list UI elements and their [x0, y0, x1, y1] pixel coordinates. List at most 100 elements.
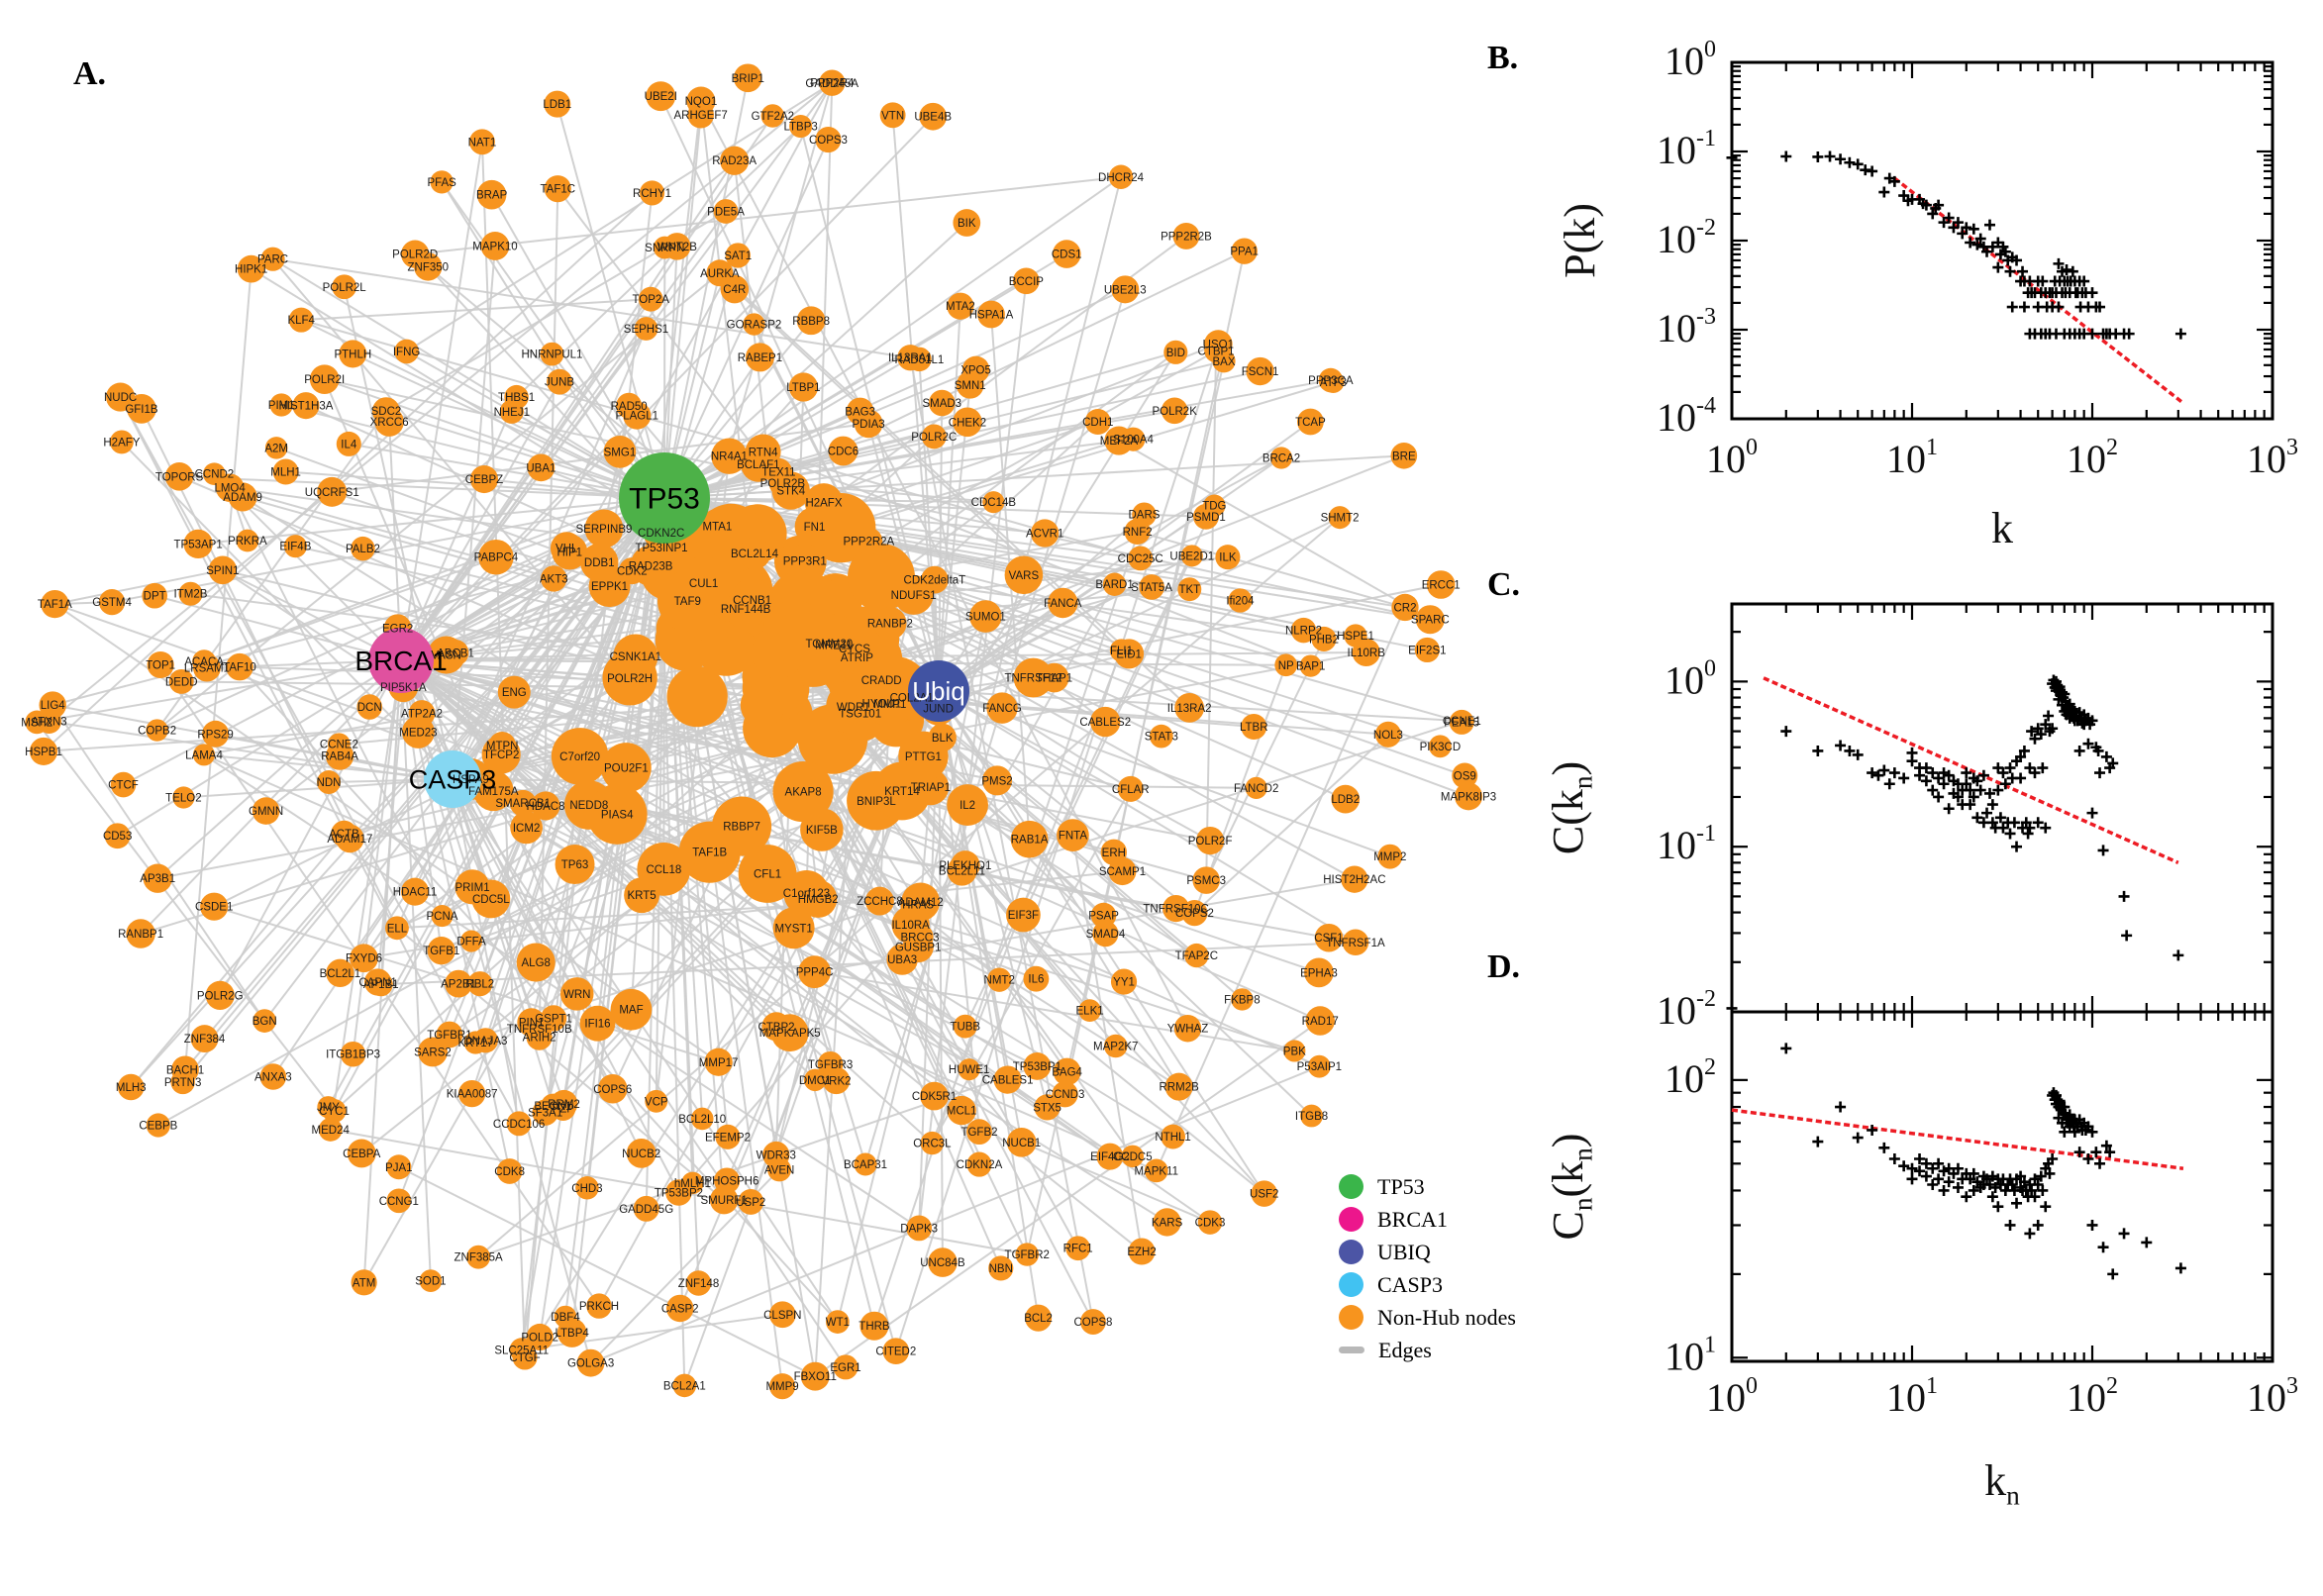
network-node[interactable] — [921, 424, 947, 449]
network-node[interactable] — [476, 179, 507, 210]
network-node[interactable] — [1111, 275, 1140, 304]
network-node[interactable] — [363, 968, 392, 996]
network-node[interactable] — [1426, 570, 1456, 599]
network-node[interactable] — [1391, 593, 1419, 622]
network-node[interactable] — [317, 770, 342, 795]
network-node[interactable] — [332, 274, 357, 300]
network-node[interactable] — [1299, 654, 1322, 677]
network-node[interactable] — [1241, 713, 1267, 741]
network-node[interactable] — [336, 431, 361, 456]
network-node[interactable] — [928, 389, 956, 417]
network-node[interactable] — [192, 744, 216, 766]
hub-node-tp53[interactable] — [619, 452, 710, 544]
network-node[interactable] — [1006, 897, 1041, 933]
network-node[interactable] — [127, 394, 156, 424]
network-node[interactable] — [351, 536, 375, 561]
network-node[interactable] — [104, 823, 131, 849]
network-node[interactable] — [977, 300, 1005, 329]
network-node[interactable] — [336, 824, 364, 853]
network-node[interactable] — [117, 1073, 145, 1101]
network-node[interactable] — [526, 1016, 553, 1042]
network-node[interactable] — [715, 1124, 741, 1149]
network-node[interactable] — [371, 397, 400, 426]
network-node[interactable] — [1080, 1309, 1106, 1335]
network-node[interactable] — [544, 90, 571, 118]
network-node[interactable] — [1149, 724, 1173, 748]
network-node[interactable] — [170, 1069, 195, 1095]
network-node[interactable] — [637, 842, 691, 896]
network-node[interactable] — [1231, 238, 1258, 264]
network-node[interactable] — [855, 527, 883, 555]
network-node[interactable] — [626, 1139, 656, 1168]
network-node[interactable] — [953, 209, 981, 237]
network-node[interactable] — [110, 771, 137, 798]
network-node[interactable] — [711, 438, 748, 474]
network-node[interactable] — [900, 886, 936, 923]
network-node[interactable] — [146, 1113, 170, 1138]
network-node[interactable] — [639, 180, 665, 206]
network-node[interactable] — [770, 1014, 809, 1052]
network-node[interactable] — [928, 1247, 958, 1277]
network-node[interactable] — [98, 588, 126, 616]
network-node[interactable] — [1052, 240, 1081, 268]
network-node[interactable] — [1006, 1127, 1037, 1157]
network-node[interactable] — [351, 1269, 377, 1296]
network-node[interactable] — [854, 409, 883, 439]
network-node[interactable] — [603, 435, 637, 468]
network-node[interactable] — [1103, 1034, 1128, 1058]
network-node[interactable] — [394, 339, 419, 364]
network-node[interactable] — [1215, 545, 1241, 570]
network-node[interactable] — [237, 254, 265, 283]
network-node[interactable] — [1174, 693, 1205, 723]
network-node[interactable] — [506, 1111, 532, 1137]
network-node[interactable] — [252, 1009, 277, 1033]
network-node[interactable] — [947, 784, 988, 826]
network-node[interactable] — [1164, 1072, 1193, 1101]
network-node[interactable] — [339, 340, 367, 368]
network-node[interactable] — [554, 1305, 577, 1329]
network-node[interactable] — [1193, 503, 1219, 530]
network-node[interactable] — [559, 977, 594, 1011]
network-node[interactable] — [527, 453, 556, 482]
network-node[interactable] — [961, 355, 990, 384]
network-node[interactable] — [1274, 653, 1298, 677]
network-node[interactable] — [1314, 923, 1344, 952]
network-node[interactable] — [1153, 1208, 1181, 1237]
network-node[interactable] — [768, 1301, 796, 1329]
network-node[interactable] — [738, 537, 771, 570]
network-node[interactable] — [1128, 1238, 1156, 1265]
network-node[interactable] — [41, 589, 69, 619]
network-node[interactable] — [541, 565, 567, 592]
network-node[interactable] — [1025, 1304, 1053, 1332]
network-node[interactable] — [586, 784, 648, 845]
network-node[interactable] — [1352, 638, 1380, 667]
network-node[interactable] — [699, 508, 735, 544]
network-node[interactable] — [584, 509, 624, 549]
network-node[interactable] — [958, 1058, 980, 1081]
network-node[interactable] — [1048, 587, 1078, 619]
network-node[interactable] — [472, 770, 514, 812]
network-node[interactable] — [309, 364, 340, 395]
network-node[interactable] — [1342, 929, 1369, 956]
network-node[interactable] — [882, 1338, 910, 1365]
network-node[interactable] — [1013, 657, 1054, 698]
network-node[interactable] — [745, 434, 781, 470]
network-node[interactable] — [283, 535, 307, 558]
network-node[interactable] — [799, 614, 858, 673]
network-node[interactable] — [796, 306, 826, 336]
network-node[interactable] — [1031, 519, 1060, 548]
network-node[interactable] — [1245, 776, 1267, 799]
network-node[interactable] — [613, 634, 658, 679]
network-node[interactable] — [228, 482, 257, 512]
network-node[interactable] — [1305, 1006, 1335, 1036]
network-node[interactable] — [260, 247, 285, 271]
network-node[interactable] — [1304, 957, 1334, 988]
network-node[interactable] — [725, 243, 751, 268]
network-node[interactable] — [552, 534, 588, 570]
network-node[interactable] — [414, 252, 443, 281]
network-node[interactable] — [966, 1151, 992, 1177]
network-node[interactable] — [800, 1361, 830, 1391]
network-node[interactable] — [601, 743, 652, 793]
network-node[interactable] — [431, 904, 454, 928]
network-node[interactable] — [817, 1050, 844, 1077]
